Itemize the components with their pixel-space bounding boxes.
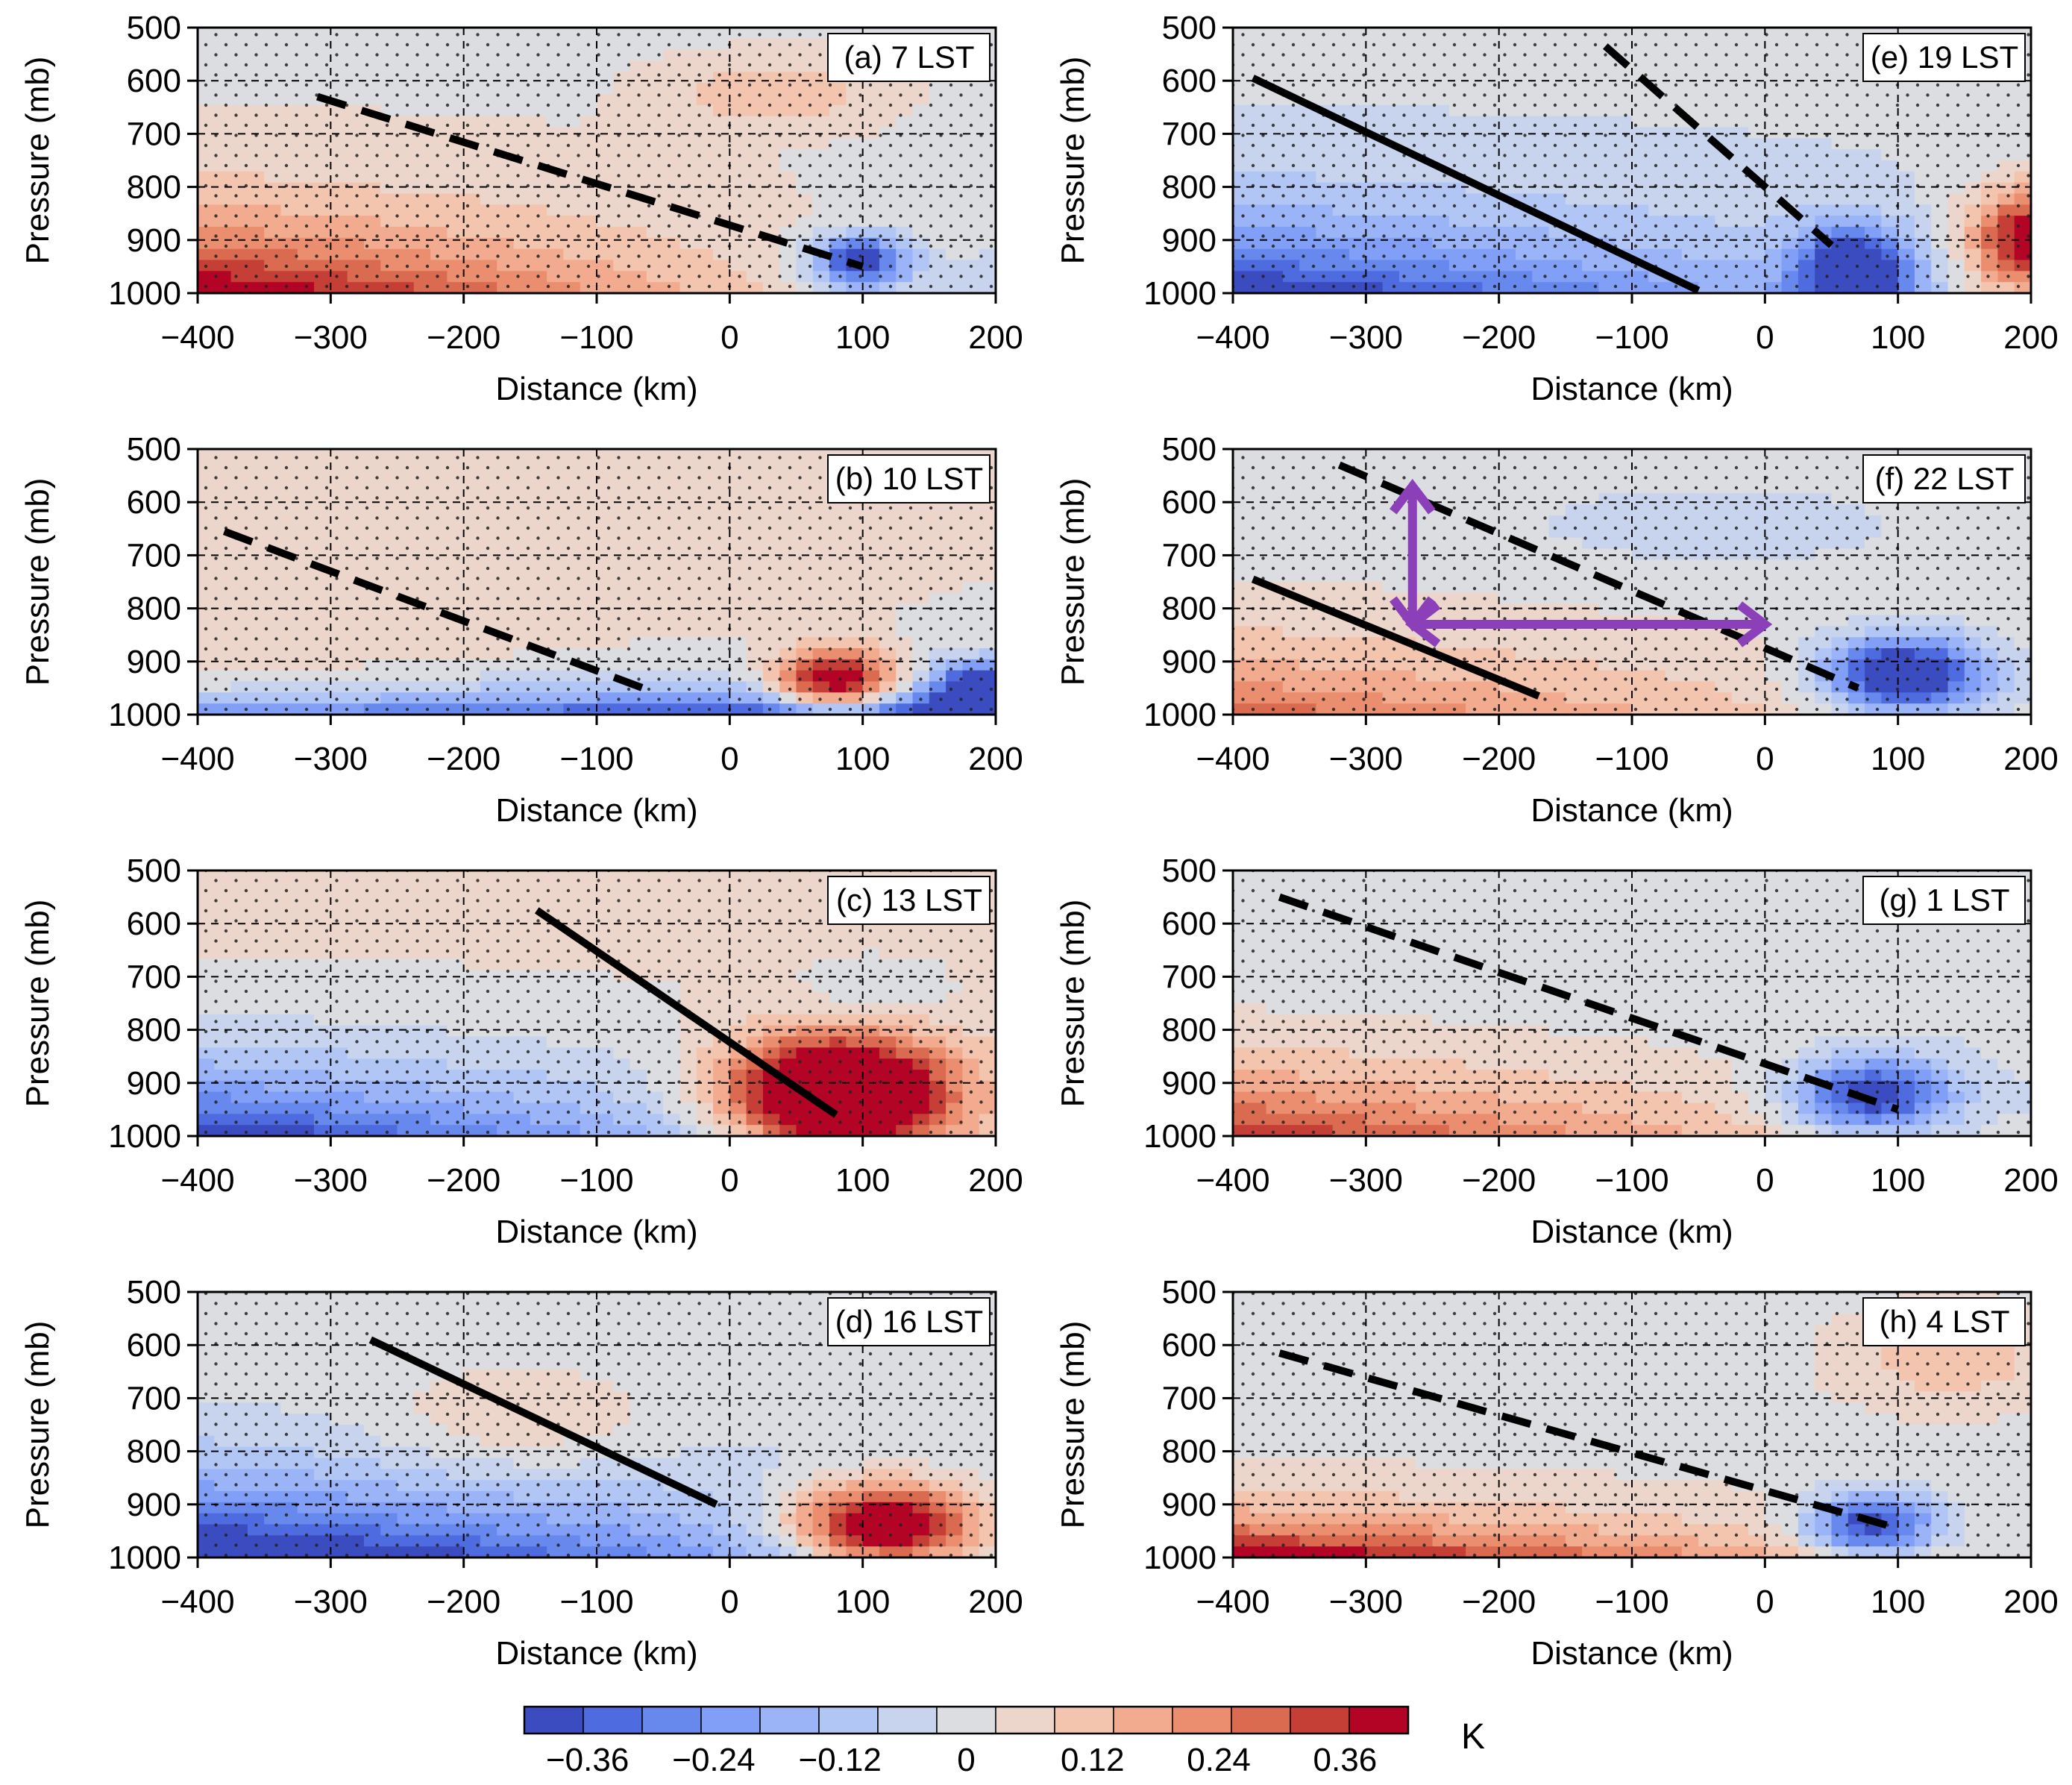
y-tick-label: 500 <box>127 431 181 468</box>
x-tick-label: −400 <box>160 741 234 777</box>
y-tick-label: 700 <box>127 1380 181 1417</box>
x-axis-label: Distance (km) <box>495 792 697 829</box>
x-tick-label: −300 <box>294 741 368 777</box>
x-tick-label: 100 <box>835 1162 890 1199</box>
x-tick-label: −400 <box>160 1584 234 1620</box>
y-tick-label: 900 <box>127 222 181 259</box>
x-tick-label: 100 <box>835 1584 890 1620</box>
y-tick-label: 500 <box>127 1274 181 1311</box>
panel-title: (d) 16 LST <box>827 1297 991 1346</box>
y-tick-label: 700 <box>127 116 181 152</box>
y-tick-label: 700 <box>127 537 181 574</box>
x-tick-label: −400 <box>160 1162 234 1199</box>
x-tick-label: 200 <box>968 1162 1023 1199</box>
dashed-tilt-line <box>222 527 652 694</box>
y-tick-label: 1000 <box>108 275 181 312</box>
x-tick-label: −200 <box>427 741 500 777</box>
x-axis-label: Distance (km) <box>495 1635 697 1672</box>
y-tick-label: 800 <box>127 591 181 627</box>
y-tick-label: 600 <box>127 906 181 942</box>
y-tick-label: 500 <box>127 10 181 46</box>
y-tick-label: 900 <box>127 1487 181 1523</box>
y-tick-label: 800 <box>127 169 181 206</box>
y-axis-label: Pressure (mb) <box>19 900 56 1108</box>
x-tick-label: 100 <box>835 741 890 777</box>
x-tick-label: −400 <box>160 319 234 356</box>
y-axis-label: Pressure (mb) <box>19 57 56 265</box>
contour-field <box>198 28 996 293</box>
x-tick-label: −300 <box>294 1162 368 1199</box>
y-tick-label: 600 <box>127 63 181 99</box>
y-tick-label: 600 <box>127 484 181 521</box>
panel-title: (b) 10 LST <box>827 454 991 503</box>
y-tick-label: 600 <box>127 1327 181 1364</box>
panel-title-text: (b) 10 LST <box>835 461 983 496</box>
y-tick-label: 1000 <box>108 1118 181 1155</box>
x-tick-label: −100 <box>559 1162 633 1199</box>
x-axis-label: Distance (km) <box>495 371 697 407</box>
x-tick-label: 0 <box>721 1584 738 1620</box>
solid-tilt-line <box>534 907 838 1118</box>
x-tick-label: 0 <box>721 741 738 777</box>
x-tick-label: −100 <box>559 1584 633 1620</box>
y-tick-label: 1000 <box>108 1540 181 1576</box>
panel-title-text: (d) 16 LST <box>835 1304 983 1339</box>
panel-title: (a) 7 LST <box>827 33 991 82</box>
panel-title-text: (c) 13 LST <box>836 882 982 917</box>
x-tick-label: 100 <box>835 319 890 356</box>
y-tick-label: 800 <box>127 1012 181 1049</box>
y-axis-label: Pressure (mb) <box>19 478 56 686</box>
dashed-tilt-line <box>316 92 864 271</box>
x-tick-label: −100 <box>559 319 633 356</box>
x-tick-label: 0 <box>721 1162 738 1199</box>
x-tick-label: 200 <box>968 741 1023 777</box>
x-tick-label: −300 <box>294 1584 368 1620</box>
y-axis-label: Pressure (mb) <box>19 1321 56 1529</box>
solid-tilt-line <box>368 1336 718 1508</box>
x-tick-label: −300 <box>294 319 368 356</box>
x-tick-label: 200 <box>968 1584 1023 1620</box>
x-tick-label: 0 <box>721 319 738 356</box>
x-tick-label: −200 <box>427 1162 500 1199</box>
x-tick-label: −100 <box>559 741 633 777</box>
y-tick-label: 700 <box>127 959 181 995</box>
x-tick-label: 200 <box>968 319 1023 356</box>
panel-title: (c) 13 LST <box>827 876 991 925</box>
y-tick-label: 900 <box>127 1065 181 1102</box>
x-axis-label: Distance (km) <box>495 1214 697 1250</box>
y-tick-label: 1000 <box>108 697 181 733</box>
y-tick-label: 900 <box>127 644 181 680</box>
x-tick-label: −200 <box>427 1584 500 1620</box>
panel-title-text: (a) 7 LST <box>844 40 974 75</box>
x-tick-label: −200 <box>427 319 500 356</box>
y-tick-label: 500 <box>127 853 181 889</box>
y-tick-label: 800 <box>127 1434 181 1470</box>
